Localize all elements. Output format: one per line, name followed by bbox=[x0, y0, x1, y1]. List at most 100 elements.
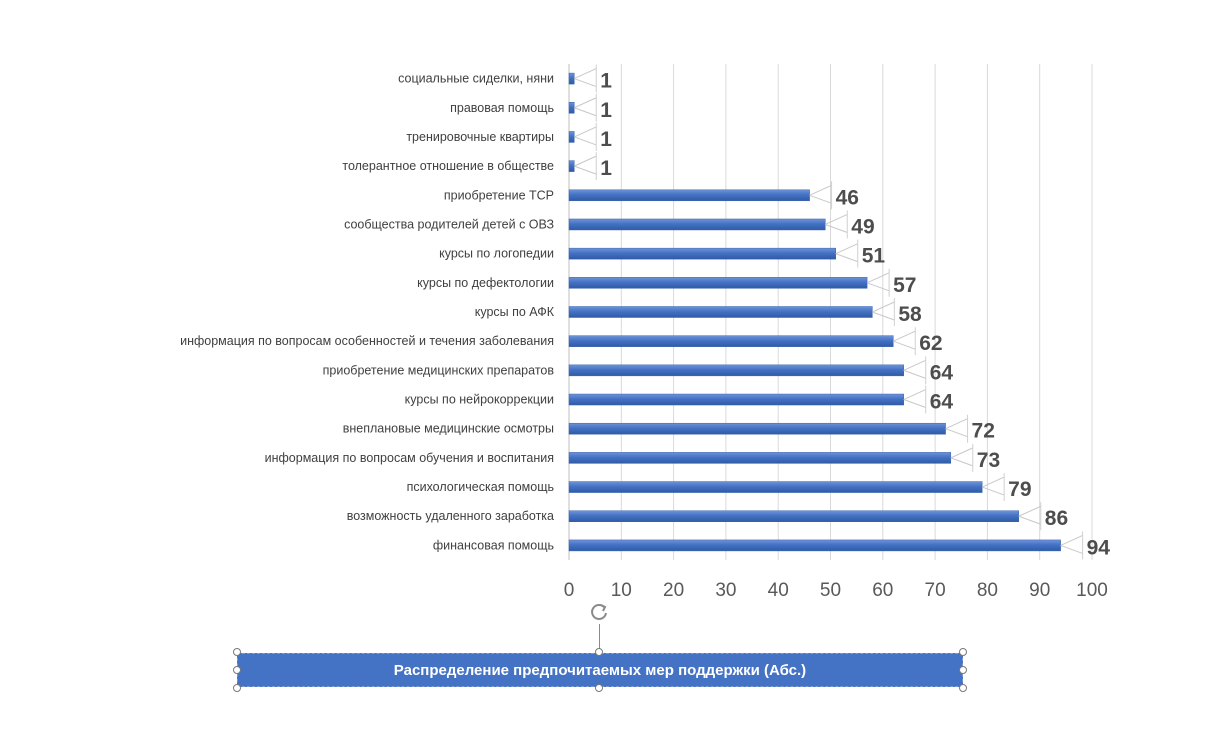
label-leader bbox=[825, 214, 848, 225]
label-leader bbox=[945, 428, 968, 438]
bar bbox=[568, 393, 904, 406]
bars bbox=[568, 72, 1061, 552]
rotate-icon[interactable] bbox=[589, 602, 609, 622]
resize-handle-bottom-center[interactable] bbox=[595, 684, 603, 692]
bar bbox=[568, 510, 1020, 522]
data-label: 57 bbox=[893, 274, 916, 297]
label-leader bbox=[1018, 515, 1041, 525]
label-leader bbox=[866, 282, 890, 292]
chart-title-box[interactable]: Распределение предпочитаемых мер поддерж… bbox=[237, 653, 963, 687]
resize-handle-top-right[interactable] bbox=[959, 648, 967, 656]
label-leader bbox=[574, 165, 597, 175]
chart-title: Распределение предпочитаемых мер поддерж… bbox=[393, 661, 807, 679]
resize-handle-middle-right[interactable] bbox=[959, 666, 967, 674]
data-label: 49 bbox=[851, 215, 874, 238]
category-label: сообщества родителей детей с ОВЗ bbox=[344, 217, 554, 231]
data-label: 64 bbox=[930, 391, 954, 414]
bar bbox=[568, 306, 873, 318]
data-label: 79 bbox=[1008, 478, 1031, 501]
resize-handle-top-center[interactable] bbox=[595, 648, 603, 656]
x-tick-label: 20 bbox=[663, 580, 684, 601]
x-tick-label: 30 bbox=[715, 580, 736, 601]
bar bbox=[568, 72, 575, 85]
category-label: курсы по нейрокоррекции bbox=[405, 393, 554, 407]
x-tick-label: 10 bbox=[611, 580, 632, 601]
label-leader bbox=[872, 311, 895, 321]
x-tick-label: 80 bbox=[977, 580, 998, 601]
category-label: тренировочные квартиры bbox=[406, 130, 554, 144]
x-tick-label: 70 bbox=[925, 580, 946, 601]
data-labels: 1 1 1 1 46 49 51 57 58 62 64 64 72 73 79 86 94 bbox=[600, 70, 1110, 560]
label-leader bbox=[872, 301, 895, 313]
bar bbox=[568, 481, 983, 493]
data-label: 1 bbox=[600, 128, 612, 151]
label-leaders bbox=[574, 64, 1084, 560]
data-label: 1 bbox=[600, 99, 612, 122]
label-leader bbox=[574, 107, 597, 117]
bar bbox=[568, 189, 810, 202]
label-leader bbox=[809, 194, 832, 204]
label-leader bbox=[574, 136, 597, 146]
data-label: 73 bbox=[977, 449, 1000, 472]
data-label: 1 bbox=[600, 70, 612, 93]
data-label: 46 bbox=[836, 186, 859, 209]
category-labels: социальные сиделки, няни правовая помощь т… bbox=[180, 72, 555, 553]
label-leader bbox=[950, 457, 973, 467]
category-label: курсы по дефектологии bbox=[417, 276, 554, 290]
label-leader bbox=[903, 399, 926, 408]
data-label: 86 bbox=[1045, 507, 1068, 530]
label-leader bbox=[574, 78, 597, 88]
x-tick-labels: 0 10 20 30 40 50 60 70 80 90 100 bbox=[564, 580, 1108, 601]
resize-handle-bottom-left[interactable] bbox=[233, 684, 241, 692]
label-leader bbox=[825, 224, 848, 233]
bar bbox=[568, 247, 836, 260]
label-leader bbox=[945, 418, 968, 430]
category-label: информация по вопросам обучения и воспит… bbox=[265, 451, 554, 465]
label-leader bbox=[1060, 534, 1083, 546]
data-label: 94 bbox=[1087, 536, 1111, 559]
resize-handle-top-left[interactable] bbox=[233, 648, 241, 656]
label-leader bbox=[574, 155, 597, 167]
bar bbox=[568, 452, 952, 464]
x-tick-label: 100 bbox=[1076, 580, 1108, 601]
bar bbox=[568, 131, 575, 143]
label-leader bbox=[866, 272, 890, 284]
label-leader bbox=[574, 68, 597, 80]
label-leader bbox=[893, 340, 916, 350]
label-leader bbox=[574, 126, 597, 138]
bar bbox=[568, 218, 826, 231]
category-label: правовая помощь bbox=[450, 101, 554, 115]
x-tick-label: 50 bbox=[820, 580, 841, 601]
category-label: курсы по АФК bbox=[475, 305, 555, 319]
bar bbox=[568, 277, 868, 289]
category-label: финансовая помощь bbox=[433, 538, 554, 552]
label-leader bbox=[903, 369, 926, 379]
x-tick-label: 0 bbox=[564, 580, 575, 601]
bar bbox=[568, 160, 575, 172]
x-tick-label: 90 bbox=[1029, 580, 1050, 601]
label-leader bbox=[903, 359, 926, 371]
label-leader bbox=[903, 389, 926, 400]
data-label: 51 bbox=[862, 245, 886, 268]
data-label: 64 bbox=[930, 361, 954, 384]
label-leader bbox=[835, 243, 858, 255]
category-label: толерантное отношение в обществе bbox=[342, 159, 554, 173]
resize-handle-bottom-right[interactable] bbox=[959, 684, 967, 692]
resize-handle-middle-left[interactable] bbox=[233, 666, 241, 674]
label-leader bbox=[981, 486, 1005, 496]
category-label: курсы по логопедии bbox=[439, 247, 554, 261]
data-label: 62 bbox=[919, 332, 942, 355]
x-tick-label: 40 bbox=[768, 580, 789, 601]
label-leader bbox=[574, 97, 597, 109]
bar bbox=[568, 364, 904, 377]
category-label: приобретение ТСР bbox=[444, 188, 554, 202]
rotate-handle-stem bbox=[599, 624, 600, 652]
x-tick-label: 60 bbox=[872, 580, 893, 601]
category-label: социальные сиделки, няни bbox=[398, 72, 554, 86]
label-leader bbox=[981, 476, 1005, 488]
bar bbox=[568, 539, 1061, 552]
label-leader bbox=[950, 447, 973, 459]
category-label: информация по вопросам особенностей и те… bbox=[180, 334, 554, 348]
data-label: 1 bbox=[600, 157, 612, 180]
